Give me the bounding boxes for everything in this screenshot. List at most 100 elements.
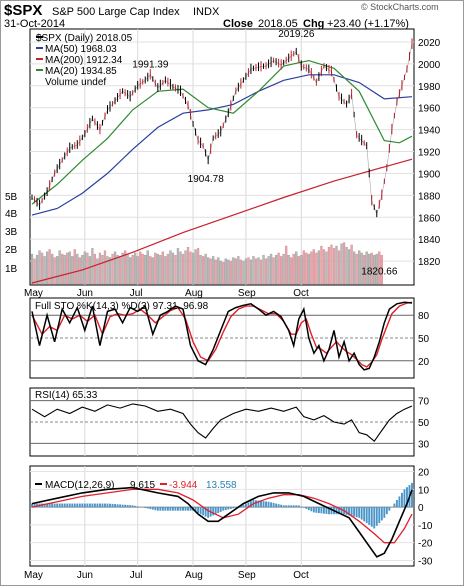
volume-bar [342,242,346,285]
volume-bar [257,257,260,285]
stochastic-y-tick: 20 [418,357,430,368]
macd-histogram-bar [51,503,54,508]
macd-legend-signal: -3.944 [169,480,198,491]
rsi-legend: RSI(14) 65.33 [35,390,98,401]
volume-bar [300,255,303,285]
macd-histogram-bar [290,505,293,508]
macd-histogram-bar [393,503,396,508]
volume-bar [68,251,71,285]
macd-histogram-bar [114,504,116,508]
macd-y-tick: 20 [418,468,430,479]
macd-histogram-bar [169,507,172,511]
volume-bar [116,255,119,285]
volume-bar [212,256,215,285]
volume-bar [330,244,333,285]
volume-bar [194,249,197,285]
macd-y-tick: 10 [418,485,430,496]
volume-y-tick: 5B [5,192,18,203]
x-tick-label: Sep [238,570,256,581]
macd-histogram-bar [224,507,227,511]
volume-bar [297,256,300,285]
macd-histogram-bar [411,482,413,508]
price-y-tick: 1900 [418,169,441,180]
macd-histogram-bar [99,503,101,508]
volume-bar [254,258,258,285]
macd-histogram-bar [300,506,303,508]
volume-bar [307,253,310,285]
volume-bar [144,255,147,285]
volume-bar [363,255,366,285]
volume-bar [83,251,86,285]
macd-histogram-bar [212,507,215,516]
volume-bar [370,252,373,285]
macd-histogram-bar [232,507,235,509]
volume-bar [234,258,237,285]
macd-histogram-bar [305,507,308,509]
macd-histogram-bar [287,505,290,508]
macd-legend: MACD(12,26,9) 9.615 -3.944 13.558 [35,480,237,491]
volume-bar [322,249,326,285]
volume-bar [169,250,172,285]
volume-bar [66,252,69,285]
volume-bar [154,252,157,285]
macd-histogram-bar [109,503,111,508]
price-panel: 1820 1840 1860 1880 1900 1920 1940 1960 1980 2000… [5,28,441,286]
price-y-tick: 1820 [418,257,441,268]
volume-bar [295,251,298,285]
close-value: 2018.05 [258,18,298,30]
macd-histogram-bar [63,503,66,508]
volume-bar [282,253,285,285]
volume-bar [161,251,164,285]
volume-bar [269,253,273,285]
volume-bar [146,250,149,285]
macd-histogram-bar [93,503,96,508]
macd-histogram-bar [244,503,247,508]
volume-bar [315,252,318,285]
volume-bar [196,248,200,285]
macd-y-tick: 0 [418,503,424,514]
macd-histogram-bar [365,507,368,524]
macd-histogram-bar [375,507,378,526]
macd-histogram-bar [320,507,323,514]
macd-histogram-bar [373,507,376,529]
macd-histogram-bar [164,507,167,511]
volume-bar [71,256,74,285]
macd-histogram-bar [358,507,361,518]
macd-histogram-bar [340,507,343,515]
macd-histogram-bar [277,504,280,508]
volume-bar [378,251,381,285]
volume-bar [176,248,180,285]
macd-histogram-bar [159,507,162,511]
macd-histogram-bar [214,507,217,515]
price-y-tick: 1980 [418,82,441,93]
macd-signal-line [31,488,413,544]
macd-histogram-bar [345,507,348,515]
macd-histogram-bar [53,503,56,508]
macd-histogram-bar [197,507,200,514]
macd-histogram-bar [136,506,139,508]
volume-bar [340,243,343,285]
macd-histogram-bar [199,507,202,515]
rsi-y-tick-labels: 30 50 70 [418,397,430,451]
macd-histogram-bar [267,501,270,508]
macd-histogram-bar [272,502,275,508]
volume-bar [352,251,356,285]
volume-bar [43,256,46,285]
volume-bar [335,245,338,285]
macd-histogram-bar [312,507,315,513]
chart-date: 31-Oct-2014 [4,18,65,30]
macd-histogram-bar [187,507,189,511]
macd-histogram-bar [179,507,182,511]
macd-histogram-bar [368,507,371,525]
volume-bar [40,252,44,285]
x-axis-top: May Jun Jul Aug Sep Oct [24,288,309,299]
macd-histogram-bar [229,507,232,509]
volume-bar [280,256,283,285]
volume-bar [171,252,175,285]
volume-bar [56,256,59,285]
price-annotation: 1820.66 [361,266,398,277]
macd-histogram-bar [144,507,147,508]
macd-histogram-bar [88,503,91,508]
